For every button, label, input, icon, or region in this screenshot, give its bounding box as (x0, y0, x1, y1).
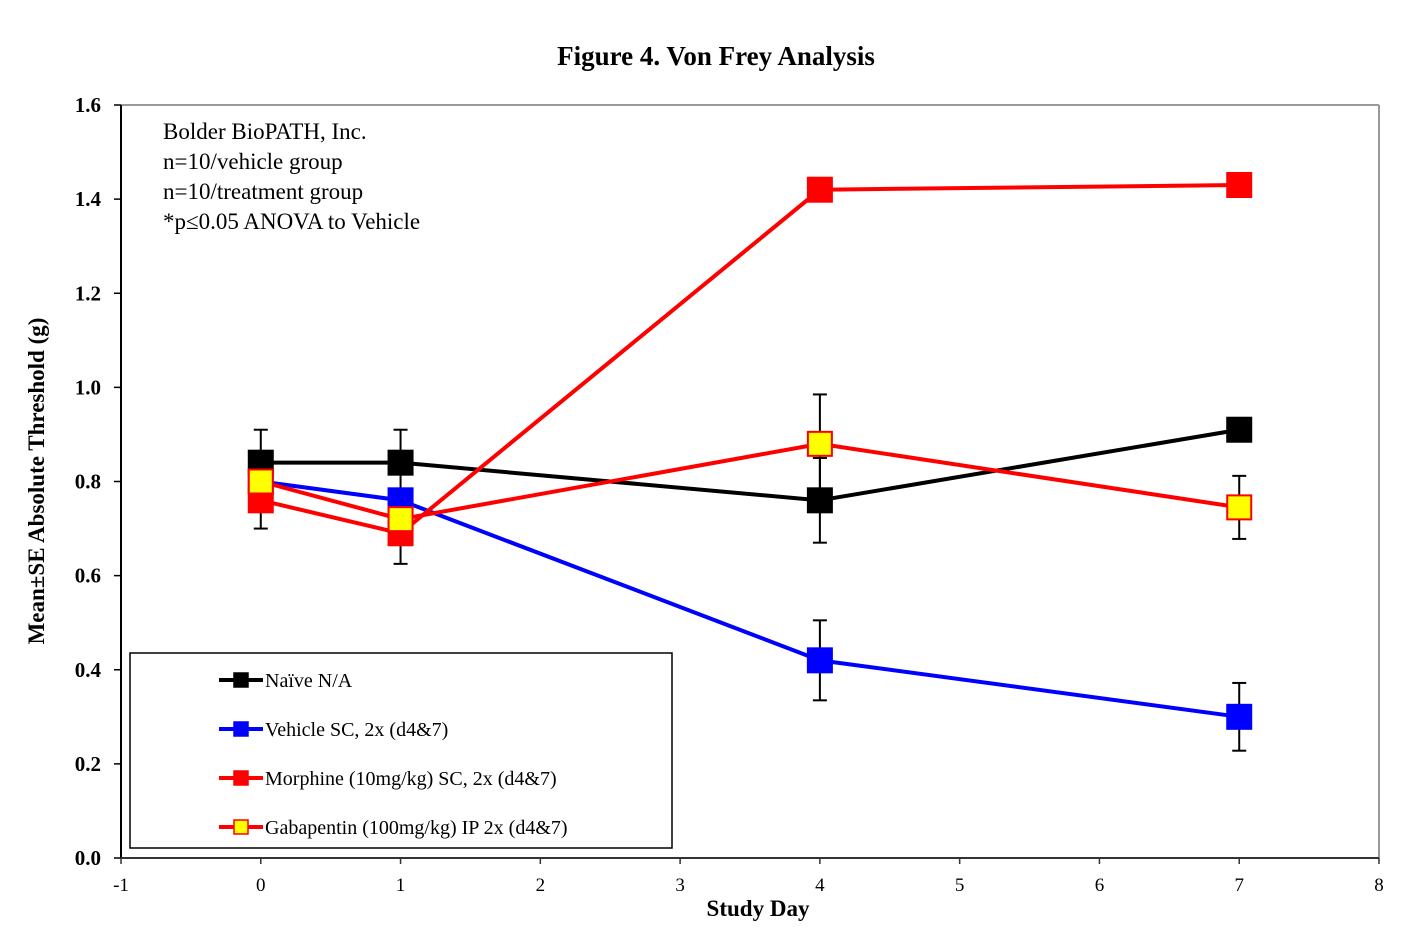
y-tick-label: 0.8 (75, 470, 101, 494)
y-tick-label: 1.4 (75, 187, 102, 211)
y-tick-label: 1.0 (75, 375, 101, 399)
legend-label: Vehicle SC, 2x (d4&7) (265, 719, 448, 741)
y-axis-ticks: 0.0 0.2 0.4 0.6 0.8 1.0 1.2 1.4 1.6 (75, 93, 121, 870)
x-tick-label: 2 (536, 875, 546, 896)
x-tick-label: 7 (1234, 875, 1244, 896)
data-point-marker (1226, 172, 1253, 199)
legend: Naïve N/A Vehicle SC, 2x (d4&7) Morphine (… (129, 652, 673, 849)
legend-marker-swatch (233, 672, 249, 688)
data-point-marker (387, 449, 414, 476)
data-point-marker (1226, 416, 1253, 443)
legend-item: Naïve N/A (219, 670, 353, 692)
x-tick-label: 3 (675, 875, 685, 896)
annotation-line: n=10/treatment group (163, 179, 363, 204)
data-point-marker (806, 487, 833, 514)
legend-item: Vehicle SC, 2x (d4&7) (219, 719, 448, 741)
legend-marker-swatch (233, 721, 249, 737)
y-axis-label: Mean±SE Absolute Threshold (g) (24, 318, 49, 645)
annotation-line: *p≤0.05 ANOVA to Vehicle (163, 209, 420, 234)
x-tick-label: 0 (256, 875, 266, 896)
y-tick-label: 0.0 (75, 846, 101, 870)
x-tick-label: -1 (113, 875, 129, 896)
annotation-line: n=10/vehicle group (163, 149, 343, 174)
y-tick-label: 0.4 (75, 658, 102, 682)
legend-label: Morphine (10mg/kg) SC, 2x (d4&7) (265, 768, 557, 790)
x-tick-label: 4 (815, 875, 825, 896)
series-line-2 (260, 183, 1240, 536)
y-tick-label: 0.2 (75, 752, 101, 776)
x-tick-label: 1 (396, 875, 406, 896)
x-tick-label: 8 (1374, 875, 1384, 896)
data-point-marker (806, 176, 833, 203)
series-line-1 (260, 479, 1240, 719)
series-markers-3 (247, 430, 1253, 533)
legend-item: Morphine (10mg/kg) SC, 2x (d4&7) (219, 768, 557, 790)
x-axis-label: Study Day (707, 896, 810, 921)
legend-marker-swatch (233, 819, 249, 835)
x-axis-ticks: -1 0 1 2 3 4 5 6 7 8 (113, 858, 1384, 896)
series-layer (247, 172, 1253, 752)
legend-box (129, 652, 673, 849)
series-markers-0 (247, 416, 1253, 514)
annotation-line: Bolder BioPATH, Inc. (163, 119, 367, 144)
data-point-marker (387, 506, 414, 533)
x-tick-label: 5 (955, 875, 965, 896)
data-point-marker (1226, 494, 1253, 521)
legend-label: Gabapentin (100mg/kg) IP 2x (d4&7) (265, 817, 568, 839)
y-tick-label: 0.6 (75, 564, 101, 588)
y-tick-label: 1.2 (75, 281, 101, 305)
legend-label: Naïve N/A (265, 670, 353, 692)
data-point-marker (806, 647, 833, 674)
y-tick-label: 1.6 (75, 93, 101, 117)
series-line-3 (260, 441, 1240, 522)
series-error-bars (253, 428, 827, 544)
series-error-bars (812, 619, 1247, 752)
data-point-marker (247, 468, 274, 495)
data-point-marker (1226, 703, 1253, 730)
annotation-text-block: Bolder BioPATH, Inc. n=10/vehicle group … (163, 119, 420, 234)
legend-item: Gabapentin (100mg/kg) IP 2x (d4&7) (219, 817, 568, 839)
chart-title: Figure 4. Von Frey Analysis (557, 41, 875, 71)
legend-marker-swatch (233, 770, 249, 786)
data-point-marker (806, 430, 833, 457)
x-tick-label: 6 (1095, 875, 1105, 896)
